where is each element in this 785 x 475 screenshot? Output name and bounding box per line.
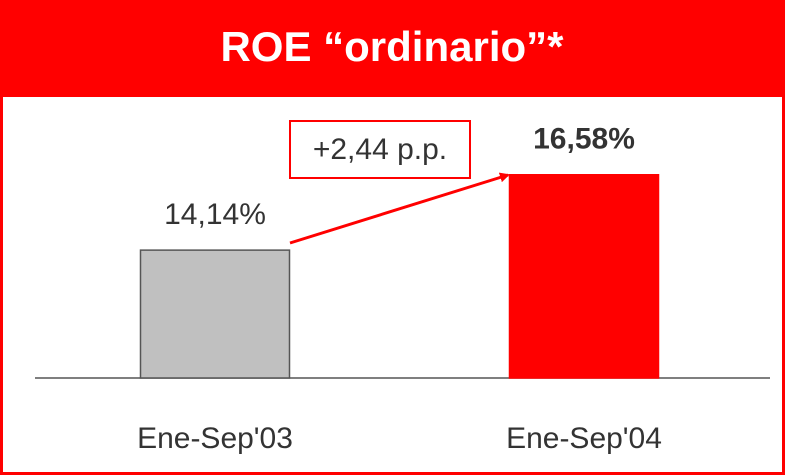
x-tick-label: Ene-Sep'04 — [506, 422, 662, 455]
value-label: 14,14% — [164, 198, 266, 231]
value-label: 16,58% — [533, 123, 635, 156]
chart-title: ROE “ordinario”* — [220, 23, 564, 70]
bar — [508, 174, 660, 379]
bar — [139, 249, 291, 379]
annotation-box — [289, 120, 471, 179]
arrow — [289, 172, 510, 245]
x-tick-label: Ene-Sep'03 — [137, 422, 293, 455]
header-band — [0, 0, 785, 97]
annotation: +2,44 p.p. — [313, 133, 447, 166]
